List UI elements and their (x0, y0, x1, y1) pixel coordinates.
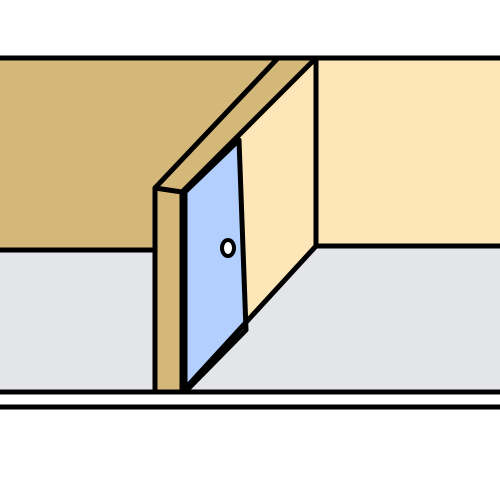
partition-wall-top (155, 58, 316, 192)
partition-wall-edge (155, 188, 182, 392)
scene-outlines (0, 55, 500, 410)
back-wall (0, 58, 278, 250)
floor (0, 250, 155, 392)
partition-top-edge (152, 185, 185, 195)
partition-ridge (179, 55, 319, 195)
door[interactable] (182, 137, 249, 395)
floor-right (182, 246, 500, 392)
floor-edge (0, 392, 500, 406)
partition-outline (152, 55, 319, 395)
right-wall (316, 58, 500, 246)
doorknob[interactable] (220, 238, 236, 258)
